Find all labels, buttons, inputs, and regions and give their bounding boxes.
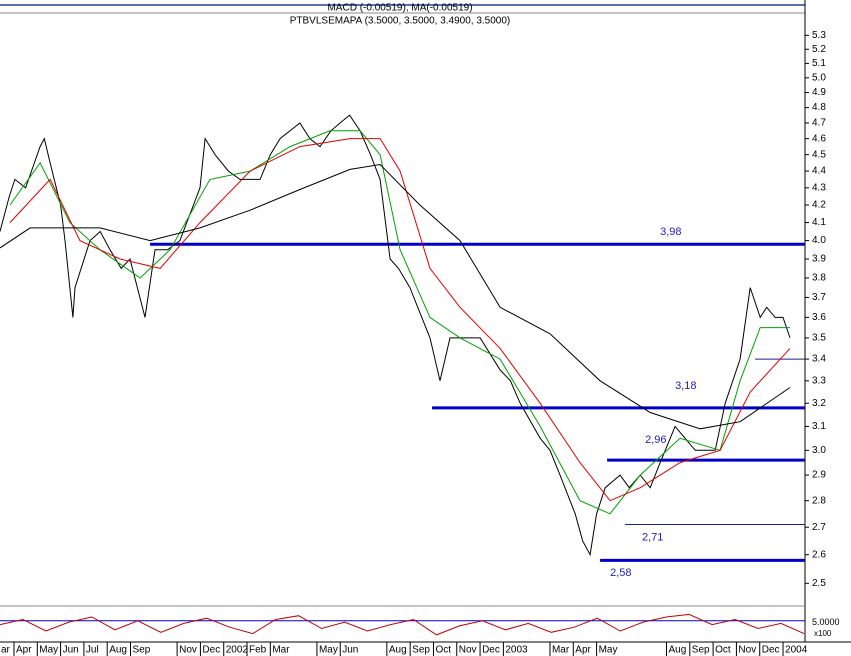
x-tick-label: Apr [575, 645, 591, 656]
y-tick-label: 2.6 [812, 549, 826, 560]
x-tick-label: 2003 [505, 645, 528, 656]
x-tick-label: Jun [342, 645, 358, 656]
y-tick-label: 4.2 [812, 200, 826, 211]
y-tick-label: 2.9 [812, 470, 826, 481]
x-tick-label: Feb [249, 645, 267, 656]
price-line [0, 163, 791, 430]
price-line [9, 138, 791, 502]
x-tick-label: Aug [109, 645, 127, 656]
x-tick-label: Jul [86, 645, 99, 656]
x-tick-label: Apr [16, 645, 32, 656]
x-tick-label: ar [1, 645, 11, 656]
osc-unit-label: x100 [814, 629, 832, 638]
y-tick-label: 2.8 [812, 495, 826, 506]
x-tick-label: Dec [482, 645, 500, 656]
oscillator-line [0, 613, 805, 636]
x-tick-label: Sep [412, 645, 430, 656]
level-label: 2,71 [642, 531, 663, 543]
x-tick-label: Sep [692, 645, 710, 656]
y-tick-label: 4.3 [812, 182, 826, 193]
x-tick-label: 2004 [785, 645, 808, 656]
osc-tick-label: 5.0000 [812, 617, 840, 627]
y-tick-label: 3.3 [812, 375, 826, 386]
price-line [9, 130, 790, 515]
level-label: 2,96 [645, 434, 666, 446]
price-line [0, 114, 791, 557]
price-header: PTBVLSEMAPA (3.5000, 3.5000, 3.4900, 3.5… [290, 16, 511, 27]
x-tick-label: 2002 [226, 645, 249, 656]
y-tick-label: 4.9 [812, 87, 826, 98]
x-tick-label: Dec [202, 645, 220, 656]
x-tick-label: Nov [179, 645, 197, 656]
x-tick-label: May [319, 645, 338, 656]
x-tick-label: May [599, 645, 618, 656]
y-tick-label: 5.0 [812, 72, 826, 83]
y-tick-label: 3.2 [812, 398, 826, 409]
x-tick-label: Nov [738, 645, 756, 656]
y-tick-label: 4.1 [812, 217, 826, 228]
x-tick-label: Jun [63, 645, 79, 656]
level-label: 3,98 [660, 226, 681, 238]
y-tick-label: 4.8 [812, 102, 826, 113]
x-tick-label: Oct [435, 645, 451, 656]
x-tick-label: Aug [669, 645, 687, 656]
y-tick-label: 5.1 [812, 58, 826, 69]
y-tick-label: 3.8 [812, 273, 826, 284]
x-tick-label: Nov [459, 645, 477, 656]
y-tick-label: 3.4 [812, 354, 826, 365]
y-tick-label: 4.5 [812, 149, 826, 160]
y-tick-label: 4.4 [812, 166, 826, 177]
x-tick-label: Sep [133, 645, 151, 656]
x-tick-label: Aug [389, 645, 407, 656]
y-tick-label: 5.2 [812, 44, 826, 55]
macd-header: MACD (-0.00519), MA(-0.00519) [327, 3, 472, 14]
y-tick-label: 4.7 [812, 118, 826, 129]
level-label: 3,18 [675, 380, 696, 392]
y-tick-label: 3.0 [812, 445, 826, 456]
x-tick-label: May [39, 645, 58, 656]
y-tick-label: 4.6 [812, 133, 826, 144]
y-tick-label: 2.5 [812, 578, 826, 589]
y-tick-label: 5.3 [812, 30, 826, 41]
y-tick-label: 3.1 [812, 421, 826, 432]
y-tick-label: 3.7 [812, 292, 826, 303]
y-tick-label: 3.5 [812, 333, 826, 344]
x-tick-label: Mar [272, 645, 290, 656]
x-tick-label: Dec [762, 645, 780, 656]
y-tick-label: 2.7 [812, 522, 826, 533]
level-label: 2,58 [610, 567, 631, 579]
y-tick-label: 4.0 [812, 235, 826, 246]
x-tick-label: Oct [715, 645, 731, 656]
x-tick-label: Mar [552, 645, 570, 656]
y-tick-label: 3.6 [812, 312, 826, 323]
y-tick-label: 3.9 [812, 254, 826, 265]
